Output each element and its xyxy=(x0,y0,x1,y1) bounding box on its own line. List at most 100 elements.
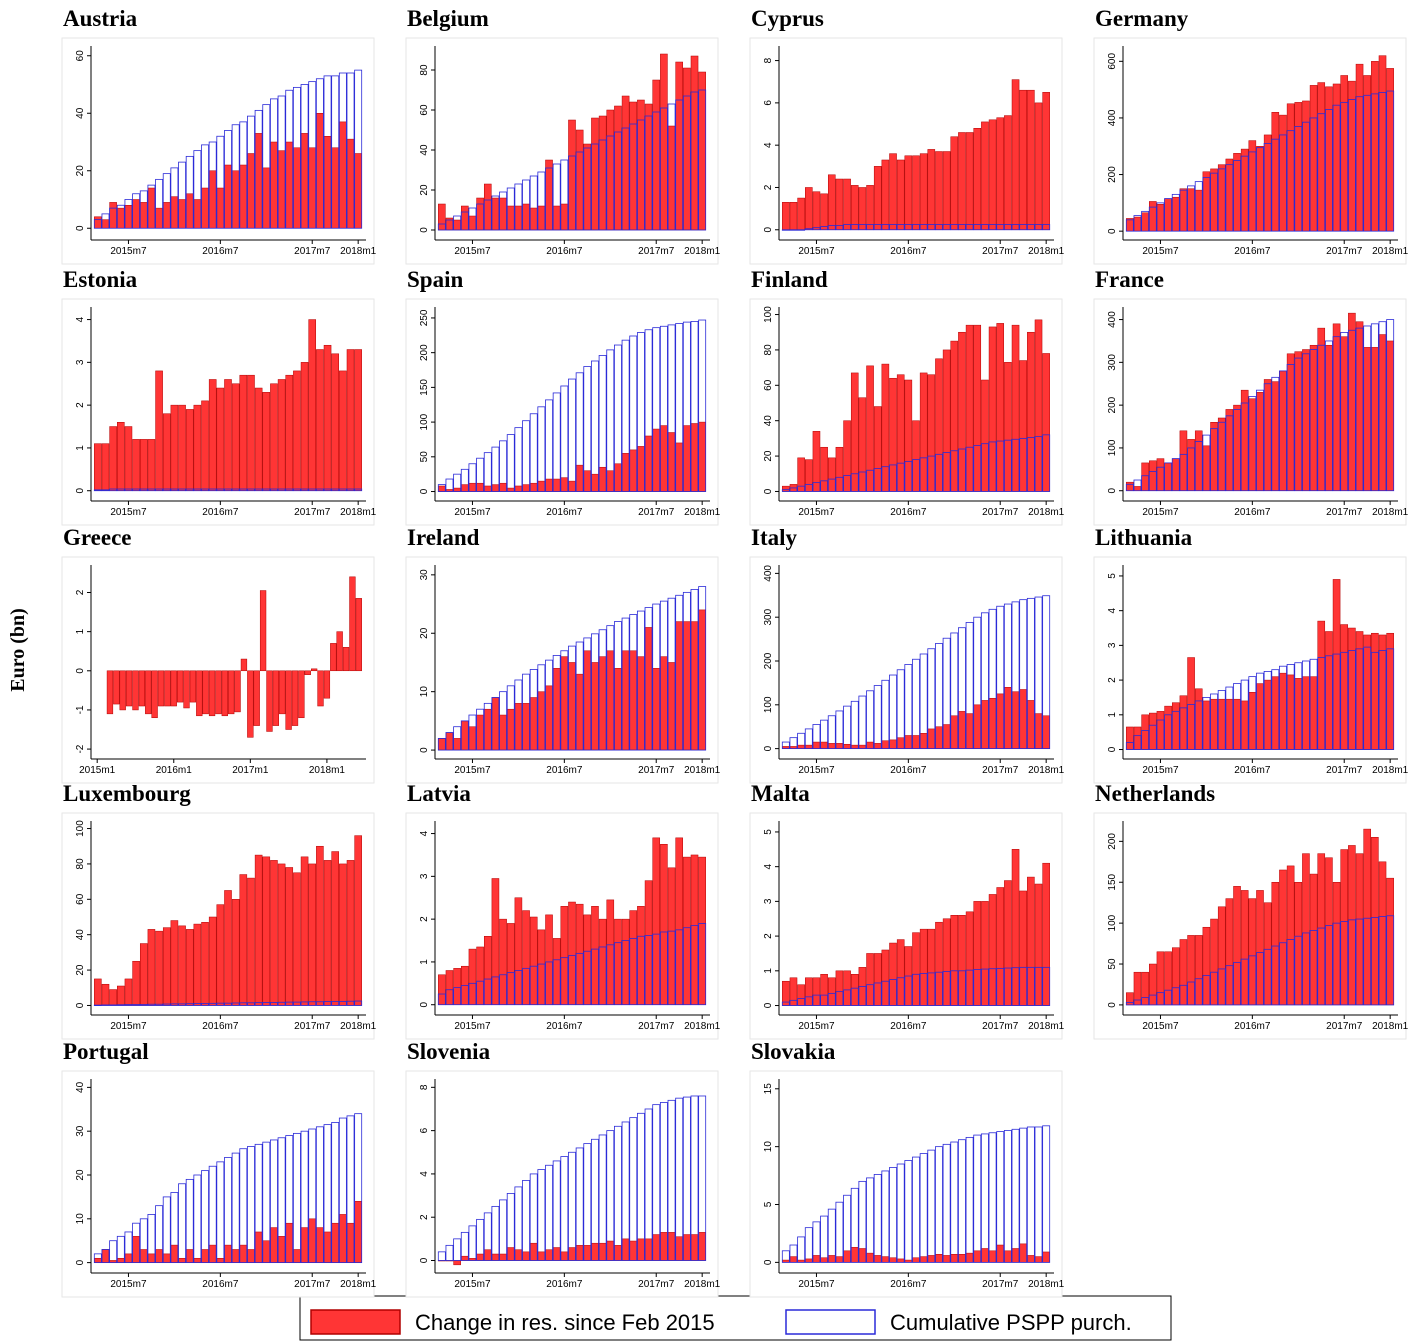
pspp-bar xyxy=(1294,357,1303,492)
reserves-bar xyxy=(1179,939,1188,1006)
pspp-bar xyxy=(789,1244,798,1263)
reserves-bar xyxy=(545,478,553,492)
reserves-bar xyxy=(101,219,110,229)
pspp-bar xyxy=(1202,697,1211,750)
reserves-bar xyxy=(1202,171,1211,232)
pspp-bar xyxy=(1248,396,1257,492)
reserves-bar xyxy=(552,668,561,751)
reserves-bar xyxy=(690,423,699,492)
x-tick-label: 2016m7 xyxy=(202,246,239,257)
pspp-bar xyxy=(1156,719,1165,750)
pspp-bar xyxy=(827,1208,836,1263)
pspp-bar xyxy=(1210,172,1218,232)
reserves-bar xyxy=(1332,579,1341,750)
reserves-bar xyxy=(1309,344,1318,491)
pspp-bar xyxy=(973,224,982,231)
reserves-bar xyxy=(942,349,951,492)
pspp-bar xyxy=(476,457,485,492)
reserves-bar xyxy=(476,197,484,231)
pspp-bar xyxy=(1019,966,1028,1006)
reserves-bar xyxy=(1133,486,1142,491)
reserves-bar xyxy=(270,141,278,229)
reserves-bar xyxy=(317,670,324,707)
reserves-bar xyxy=(950,915,959,1006)
pspp-bar xyxy=(1271,138,1280,232)
reserves-bar xyxy=(132,670,139,711)
pspp-bar xyxy=(1263,143,1272,232)
pspp-bar xyxy=(476,1218,485,1261)
reserves-bar xyxy=(476,1253,484,1261)
pspp-bar xyxy=(315,488,324,492)
pspp-bar xyxy=(254,109,263,229)
x-tick-label: 2015m7 xyxy=(798,1021,835,1032)
pspp-bar xyxy=(904,1160,913,1263)
pspp-bar xyxy=(1133,215,1142,232)
y-tick-label: 60 xyxy=(75,50,86,62)
x-tick-label: 2015m7 xyxy=(1142,765,1179,776)
pspp-bar xyxy=(636,332,645,492)
pspp-bar xyxy=(247,1146,255,1264)
reserves-bar xyxy=(1355,63,1364,232)
reserves-bar xyxy=(683,621,691,751)
pspp-bar xyxy=(919,973,928,1006)
pspp-bar xyxy=(1171,987,1180,1006)
pspp-bar xyxy=(636,119,645,231)
pspp-bar xyxy=(522,673,530,751)
pspp-bar xyxy=(973,616,982,750)
x-tick-label: 2015m7 xyxy=(110,507,147,518)
pspp-bar xyxy=(583,1143,592,1261)
pspp-bar xyxy=(1034,436,1043,492)
reserves-bar xyxy=(170,670,177,707)
pspp-bar xyxy=(912,658,920,750)
reserves-bar xyxy=(1217,906,1226,1006)
reserves-bar xyxy=(637,1238,645,1261)
pspp-bar xyxy=(93,1253,102,1264)
pspp-bar xyxy=(675,1097,684,1261)
reserves-bar xyxy=(805,187,813,231)
reserves-bar xyxy=(1256,392,1264,491)
reserves-bar xyxy=(537,691,546,751)
pspp-bar xyxy=(270,98,278,229)
reserves-bar xyxy=(453,1260,461,1266)
y-tick-label: 1 xyxy=(1107,712,1118,718)
pspp-bar xyxy=(545,961,553,1006)
pspp-bar xyxy=(1248,955,1257,1006)
reserves-bar xyxy=(1004,687,1012,749)
pspp-bar xyxy=(629,614,638,751)
reserves-bar xyxy=(1256,890,1264,1006)
pspp-bar xyxy=(1202,176,1211,232)
pspp-bar xyxy=(170,1003,179,1006)
reserves-bar xyxy=(652,428,661,492)
panel-title: Malta xyxy=(751,781,810,806)
reserves-bar xyxy=(1141,462,1149,491)
reserves-bar xyxy=(560,656,569,751)
reserves-bar xyxy=(683,425,691,492)
reserves-bar xyxy=(1256,145,1264,232)
reserves-bar xyxy=(491,484,500,492)
pspp-bar xyxy=(789,229,798,231)
reserves-bar xyxy=(185,929,194,1006)
reserves-bar xyxy=(912,735,920,749)
reserves-bar xyxy=(621,453,630,492)
x-tick-label: 2016m1 xyxy=(156,765,193,776)
reserves-bar xyxy=(1378,334,1387,491)
y-tick-label: 0 xyxy=(419,227,430,233)
pspp-bar xyxy=(1194,441,1203,492)
pspp-bar xyxy=(1179,707,1188,750)
reserves-bar xyxy=(438,485,446,492)
pspp-bar xyxy=(1011,967,1020,1006)
pspp-bar xyxy=(942,971,951,1006)
reserves-bar xyxy=(346,1222,355,1263)
reserves-bar xyxy=(568,480,576,492)
reserves-bar xyxy=(1332,83,1341,232)
reserves-bar xyxy=(132,1236,140,1263)
reserves-bar xyxy=(866,1252,874,1263)
pspp-bar xyxy=(1141,997,1150,1006)
reserves-bar xyxy=(1371,632,1379,750)
reserves-bar xyxy=(170,920,179,1006)
pspp-bar xyxy=(958,627,966,750)
reserves-bar xyxy=(935,921,943,1006)
pspp-bar xyxy=(1210,428,1218,492)
pspp-bar xyxy=(285,1135,294,1264)
